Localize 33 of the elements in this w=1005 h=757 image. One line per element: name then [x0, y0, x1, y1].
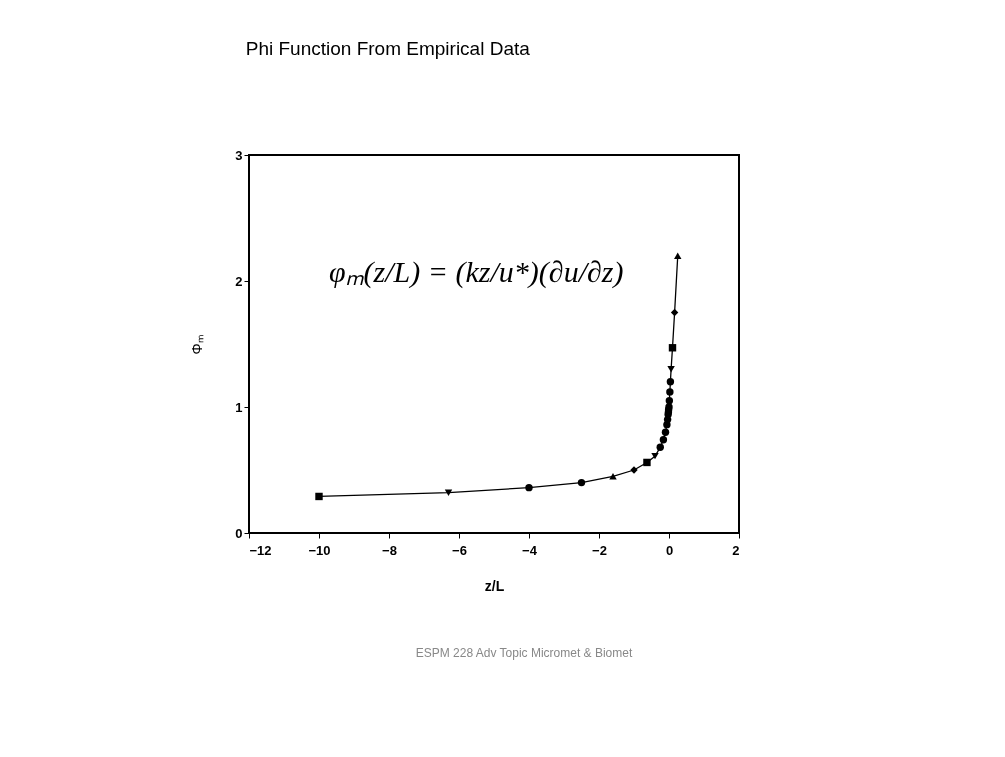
- x-tick-label: −2: [592, 542, 607, 558]
- point: [670, 308, 679, 317]
- y-tick-label: 3: [235, 147, 243, 163]
- point: [609, 473, 617, 480]
- point: [315, 492, 323, 501]
- y-tick-label: 0: [235, 525, 243, 541]
- x-tick-label: −6: [452, 542, 467, 558]
- x-tick-label: −12: [249, 542, 272, 558]
- point: [674, 252, 682, 260]
- point: [444, 489, 453, 496]
- point: [651, 452, 659, 460]
- y-tick-label: 2: [235, 273, 243, 289]
- point: [525, 483, 533, 492]
- y-axis-title: Φₘ: [189, 334, 206, 355]
- point: [659, 436, 668, 444]
- annotation: φₘ(z/L) = (kz/u*)(∂u/∂z): [329, 255, 624, 289]
- x-axis-title: z/L: [484, 577, 505, 594]
- point: [577, 478, 586, 487]
- x-tick-label: 2: [732, 542, 740, 558]
- point: [667, 365, 675, 373]
- text: ESPM 228 Adv Topic Micromet & Biomet: [415, 646, 633, 660]
- point: [665, 397, 674, 405]
- x-tick-label: −10: [308, 542, 331, 558]
- point: [643, 458, 651, 467]
- chart-title: Phi Function From Empirical Data: [245, 38, 531, 59]
- point: [656, 443, 664, 452]
- point: [666, 378, 675, 386]
- point: [666, 388, 674, 396]
- x-tick-label: 0: [665, 542, 674, 558]
- y-tick-label: 1: [235, 399, 243, 415]
- point: [661, 428, 670, 436]
- x-tick-label: −8: [382, 542, 397, 558]
- x-tick-label: −4: [522, 542, 538, 558]
